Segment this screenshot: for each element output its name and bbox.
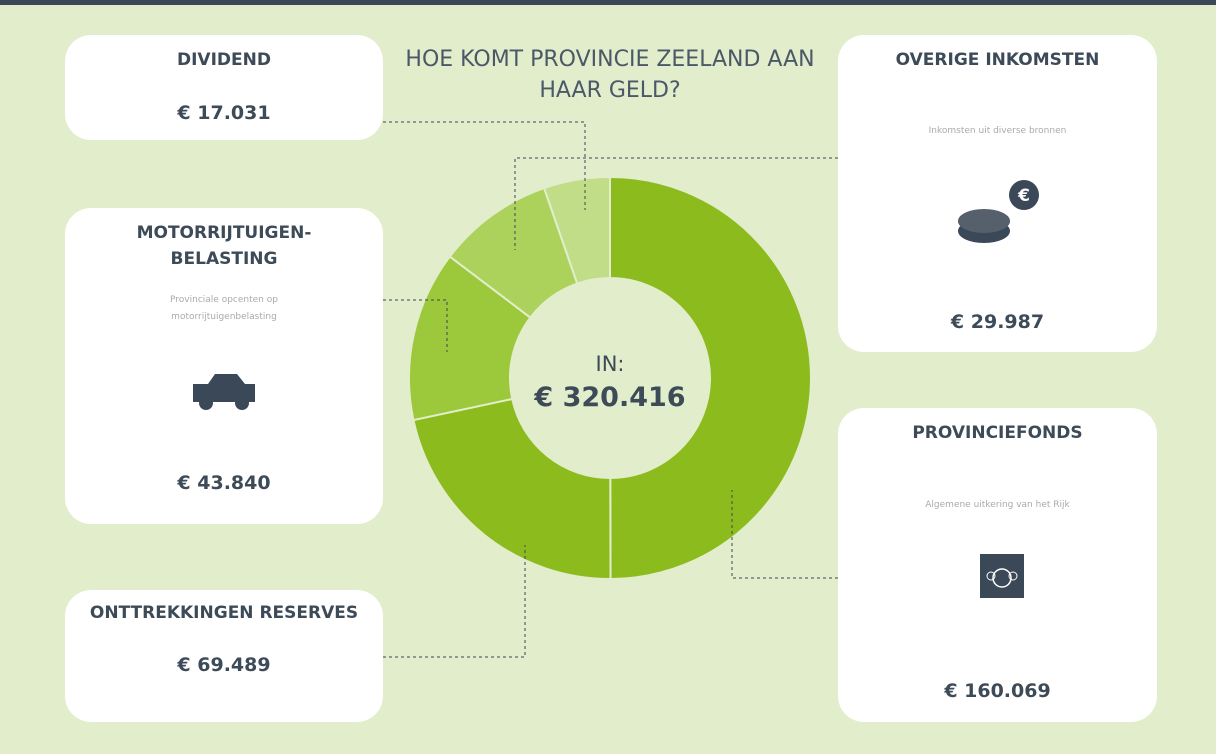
value-label: € 69.489: [177, 654, 271, 676]
donut-segment: [542, 175, 611, 285]
card: ONTTREKKINGEN RESERVES € 69.489: [65, 590, 383, 722]
connectors: [383, 121, 838, 658]
card-title: DIVIDEND: [177, 50, 271, 70]
card-description: Algemene uitkering van het Rijk: [925, 500, 1070, 510]
value-label: € 160.069: [944, 680, 1051, 702]
donut-segment: [412, 397, 612, 580]
chart-title: HOE KOMT PROVINCIE ZEELAND AAN HAAR GELD…: [405, 47, 815, 103]
value-label: € 43.840: [177, 472, 271, 494]
car-icon: [193, 374, 255, 410]
top-bar: [0, 0, 1216, 5]
value-label: € 29.987: [950, 311, 1045, 333]
card: DIVIDEND € 17.031: [65, 35, 383, 140]
card-title: OVERIGE INKOMSTEN: [895, 50, 1100, 70]
card: PROVINCIEFONDS Algemene uitkering van he…: [838, 408, 1157, 722]
value-label: € 17.031: [177, 102, 271, 124]
card-title: PROVINCIEFONDS: [912, 423, 1083, 443]
card: OVERIGE INKOMSTEN Inkomsten uit diverse …: [838, 35, 1157, 352]
pie-icon: €: [958, 180, 1039, 243]
card: MOTORRIJTUIGEN-BELASTING Provinciale opc…: [65, 208, 383, 524]
center-value: € 320.416: [534, 382, 686, 413]
card-title: ONTTREKKINGEN RESERVES: [89, 603, 359, 623]
svg-text:€: €: [1017, 186, 1030, 206]
card-description: Inkomsten uit diverse bronnen: [928, 126, 1067, 136]
card-title: MOTORRIJTUIGEN-BELASTING: [136, 223, 312, 269]
center-title: IN:: [595, 352, 625, 376]
rijk-icon: [980, 554, 1024, 598]
donut-segment: [609, 175, 812, 581]
card-description: Provinciale opcenten op motorrijtuigenbe…: [170, 295, 278, 322]
